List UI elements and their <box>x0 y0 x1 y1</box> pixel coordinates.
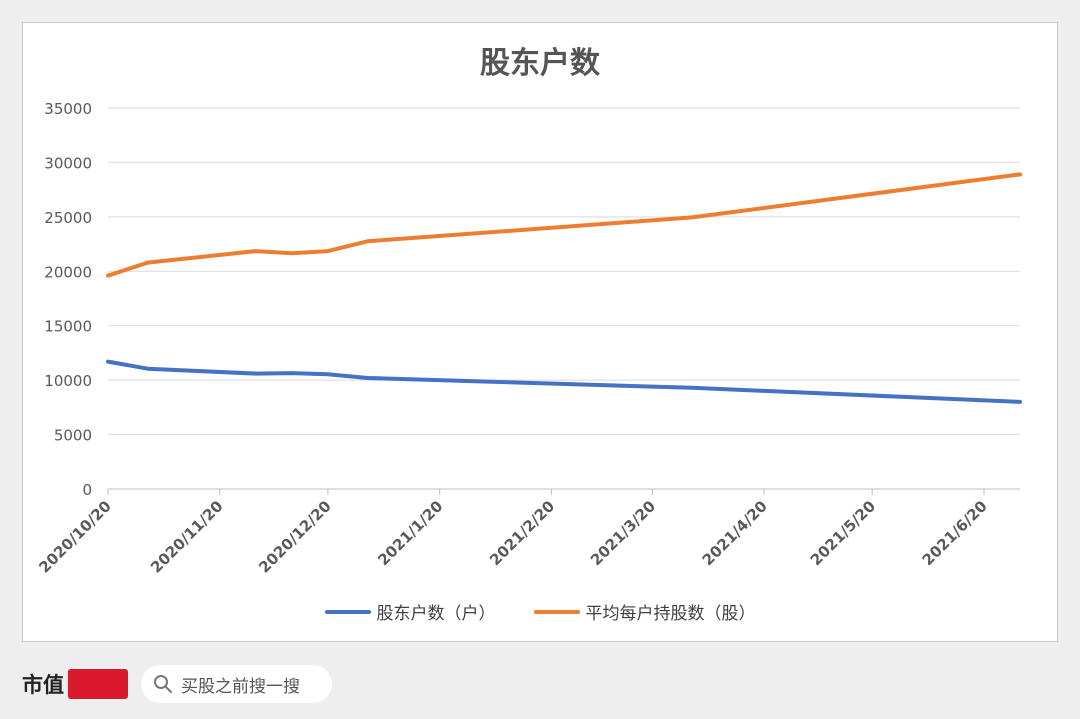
x-tick-label: 2020/11/20 <box>147 497 227 577</box>
x-tick-label: 2021/5/20 <box>807 497 879 569</box>
legend-label-avg-shares: 平均每户持股数（股） <box>585 604 756 624</box>
x-tick-label: 2021/1/20 <box>374 497 446 569</box>
y-tick-label: 5000 <box>54 427 92 445</box>
x-tick-label: 2021/6/20 <box>919 497 991 569</box>
legend-swatch-avg-shares <box>533 609 580 614</box>
search-icon <box>154 675 172 693</box>
brand-logo: 市值 <box>22 669 128 699</box>
brand-seal-logo <box>68 669 128 699</box>
x-tick-label: 2021/4/20 <box>699 497 771 569</box>
y-tick-label: 20000 <box>44 263 92 281</box>
legend-label-holders: 股东户数（户） <box>376 604 496 624</box>
x-tick-label: 2021/2/20 <box>486 497 558 569</box>
y-tick-label: 10000 <box>44 372 92 390</box>
chart-title: 股东户数 <box>480 46 600 81</box>
legend-item-holders: 股东户数（户） <box>324 599 496 624</box>
x-tick-label: 2020/10/20 <box>35 497 115 577</box>
series-line-holders <box>106 359 1022 404</box>
x-tick-label: 2020/12/20 <box>255 497 335 577</box>
y-tick-label: 25000 <box>44 209 92 227</box>
search-text: 买股之前搜一搜 <box>181 676 300 697</box>
footer: 市值 买股之前搜一搜 <box>0 655 1080 715</box>
legend-swatch-holders <box>324 609 371 614</box>
legend-item-avg-shares: 平均每户持股数（股） <box>533 599 756 624</box>
brand-text: 市值 <box>22 673 64 697</box>
plot-area: 0 5000 10000 15000 20000 25000 30000 35000 2020/… <box>35 100 1022 577</box>
series-line-avg-shares <box>106 172 1022 278</box>
y-tick-label: 30000 <box>44 154 92 172</box>
y-tick-label: 35000 <box>44 100 92 118</box>
y-tick-label: 0 <box>82 481 92 499</box>
chart-card <box>22 22 1058 642</box>
y-tick-label: 15000 <box>44 318 92 336</box>
x-tick-label: 2021/3/20 <box>587 497 659 569</box>
search-box[interactable]: 买股之前搜一搜 <box>141 665 332 703</box>
legend: 股东户数（户） 平均每户持股数（股） <box>0 599 1080 624</box>
